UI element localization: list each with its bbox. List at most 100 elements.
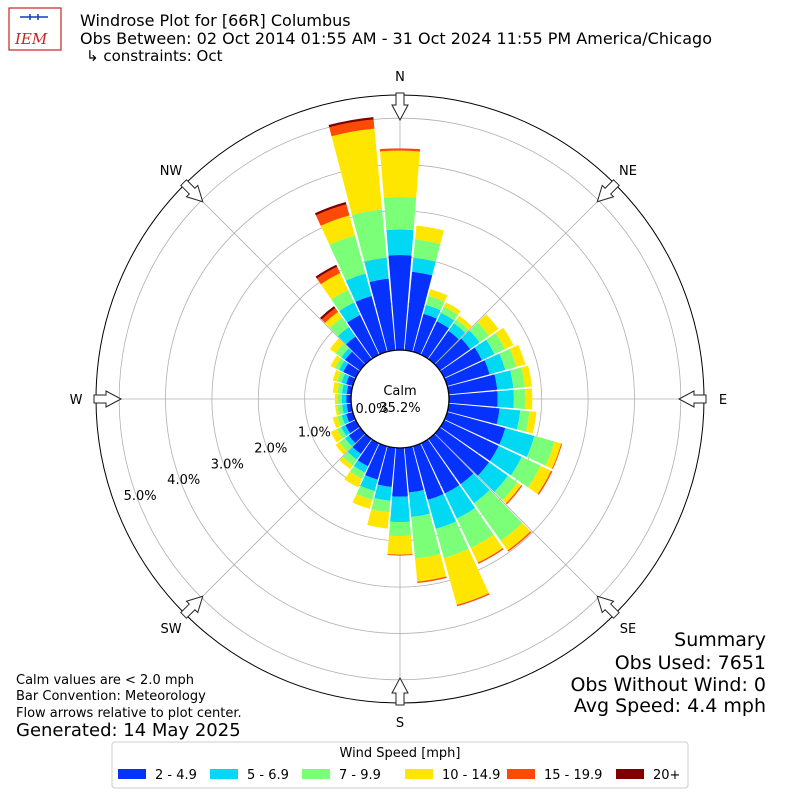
- windrose-bar-segment: [545, 441, 562, 469]
- windrose-bar-segment: [369, 278, 396, 352]
- direction-label-ne: NE: [619, 164, 637, 179]
- windrose-bar-segment: [345, 273, 372, 302]
- windrose-bar-segment: [337, 383, 344, 394]
- windrose-bar-segment: [360, 475, 378, 491]
- windrose-bar-segment: [525, 411, 537, 434]
- flow-arrow-shape: [180, 179, 204, 203]
- windrose-bar-segment: [353, 460, 369, 473]
- windrose-bar-segment: [453, 319, 469, 333]
- radial-tick-label: 1.0%: [298, 426, 331, 441]
- plot-constraints: ↳ constraints: Oct: [86, 47, 223, 65]
- grid-spoke: [399, 398, 616, 615]
- flow-arrow-shape: [596, 179, 620, 203]
- windrose-bar-segment: [328, 117, 374, 128]
- legend-swatch: [405, 769, 433, 779]
- windrose-bar-segment: [387, 535, 413, 555]
- windrose-bar-segment: [332, 369, 341, 382]
- windrose-bar-segment: [421, 439, 460, 494]
- windrose-bar-segment: [374, 484, 392, 501]
- flow-arrow-shape: [93, 390, 123, 408]
- legend: Wind Speed [mph] 2 - 4.9 5 - 6.9 7 - 9.9 10…: [111, 741, 689, 789]
- windrose-bar-segment: [513, 388, 526, 410]
- direction-label-se: SE: [620, 622, 636, 637]
- windrose-bar-segment: [499, 348, 517, 370]
- windrose-bar-segment: [434, 427, 490, 476]
- legend-title: Wind Speed [mph]: [340, 746, 461, 761]
- windrose-bar-segment: [320, 215, 355, 245]
- windrose-bar-segment: [349, 466, 366, 479]
- plot-subtitle: Obs Between: 02 Oct 2014 01:55 AM - 31 O…: [80, 29, 712, 48]
- windrose-bar-segment: [484, 353, 506, 375]
- windrose-bar-segment: [329, 119, 375, 137]
- windrose-bar-segment: [347, 314, 379, 359]
- windrose-bar-segment: [352, 209, 387, 262]
- flow-arrow-icon: [180, 595, 204, 619]
- flow-arrow-icon: [677, 390, 707, 408]
- windrose-bar-segment: [335, 442, 347, 455]
- windrose-bar-segment: [412, 257, 436, 276]
- legend-swatch: [616, 769, 644, 779]
- windrose-bar-segment: [332, 416, 341, 429]
- windrose-bar-segment: [377, 446, 396, 488]
- windrose-bar-segment: [440, 420, 499, 462]
- windrose-bar-segment: [339, 438, 352, 452]
- windrose-bar-segment: [460, 473, 490, 504]
- legend-box: [111, 741, 689, 789]
- windrose-bar-segment: [423, 304, 441, 319]
- flow-arrow-icon: [596, 179, 620, 203]
- windrose-bar-segment: [526, 436, 555, 466]
- windrose-bar-segment: [339, 457, 353, 470]
- windrose-bar-segment: [348, 427, 366, 444]
- windrose-bar-segment: [427, 494, 457, 529]
- windrose-bar-segment: [335, 404, 340, 416]
- radial-tick-label: 0.0%: [355, 402, 388, 417]
- windrose-bar-segment: [435, 521, 469, 558]
- windrose-bar-segment: [331, 289, 355, 311]
- windrose-bar-segment: [434, 338, 471, 371]
- windrose-bar-segment: [335, 343, 349, 358]
- windrose-bar-segment: [428, 433, 474, 485]
- windrose-bar-segment: [343, 363, 360, 378]
- legend-items: 2 - 4.9 5 - 6.9 7 - 9.9 10 - 14.9 15 - 19.9 2…: [118, 768, 680, 783]
- windrose-bar-segment: [502, 482, 522, 504]
- windrose-bar-segment: [341, 348, 352, 360]
- legend-label: 7 - 9.9: [339, 768, 381, 783]
- summary-avg-speed: Avg Speed: 4.4 mph: [574, 695, 766, 717]
- windrose-bar-segment: [330, 428, 343, 443]
- windrose-bar-segment: [507, 531, 532, 552]
- windrose-bar-segment: [461, 330, 480, 350]
- windrose-bar-segment: [334, 393, 338, 405]
- windrose-bar-segment: [341, 384, 349, 394]
- flow-arrow-shape: [180, 595, 204, 619]
- windrose-bar-segment: [352, 494, 373, 509]
- flow-arrow-icon: [93, 390, 123, 408]
- windrose-bar-segment: [321, 308, 339, 323]
- windrose-bar-segment: [421, 321, 449, 359]
- windrose-bar-segment: [477, 314, 499, 336]
- calm-circle: [350, 349, 450, 449]
- windrose-bar-segment: [337, 415, 345, 427]
- note-calm: Calm values are < 2.0 mph: [16, 673, 194, 688]
- windrose-bar-segment: [341, 394, 347, 404]
- windrose-bar-segment: [320, 273, 349, 300]
- grid-spoke: [399, 183, 616, 400]
- iem-logo: IEM: [8, 7, 62, 51]
- windrose-bar-segment: [456, 315, 472, 330]
- legend-swatch: [302, 769, 330, 779]
- windrose-bar-segment: [444, 485, 476, 519]
- legend-label: 15 - 19.9: [544, 768, 602, 783]
- legend-label: 5 - 6.9: [247, 768, 289, 783]
- note-flow-arrows: Flow arrows relative to plot center.: [16, 706, 242, 721]
- windrose-bar-segment: [505, 485, 523, 505]
- legend-label: 2 - 4.9: [155, 768, 197, 783]
- windrose-bar-segment: [447, 374, 498, 395]
- windrose-bar-segment: [499, 428, 535, 458]
- windrose-bars: [314, 117, 563, 607]
- legend-swatch: [507, 769, 535, 779]
- windrose-bar-segment: [347, 447, 361, 460]
- windrose-bar-segment: [440, 306, 459, 321]
- grid-spoke: [184, 398, 401, 615]
- direction-label-e: E: [719, 393, 727, 408]
- windrose-bar-segment: [537, 470, 553, 495]
